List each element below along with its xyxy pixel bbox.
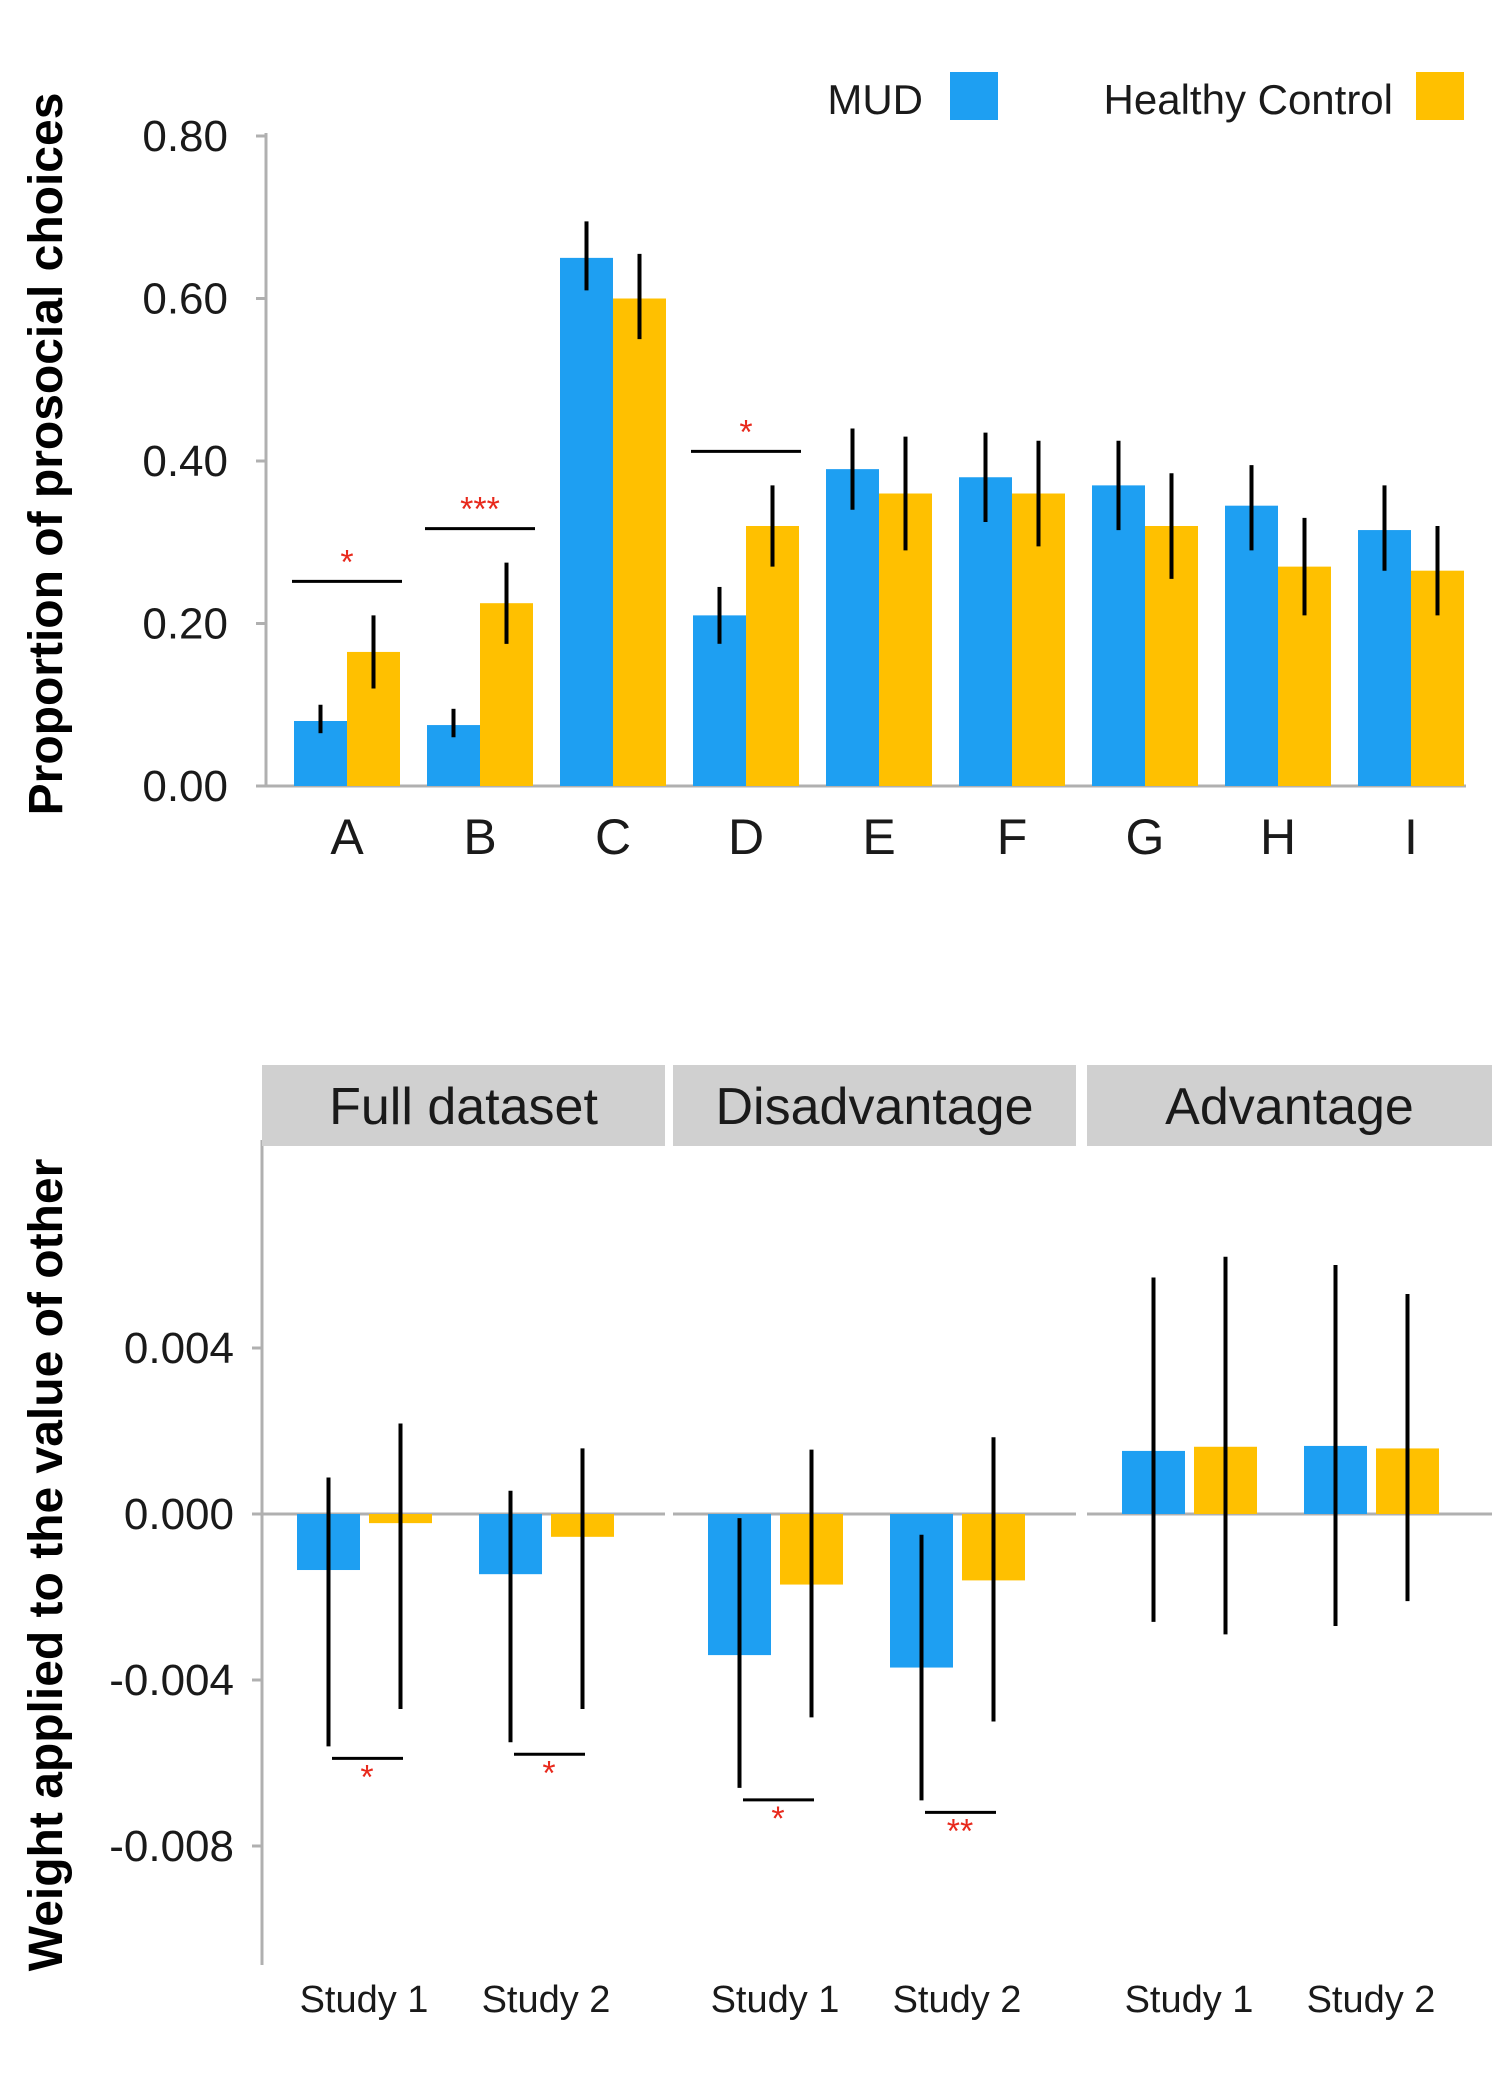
category-label: I — [1404, 809, 1418, 865]
facet-strip — [1087, 1065, 1492, 1146]
category-label: C — [595, 809, 631, 865]
mud-bar — [1358, 530, 1411, 786]
significance-marker: *** — [460, 491, 500, 529]
facet-title: Advantage — [1165, 1078, 1414, 1136]
category-label: H — [1260, 809, 1296, 865]
study-label: Study 1 — [711, 1979, 840, 2021]
significance-marker: * — [771, 1800, 784, 1838]
study-label: Study 1 — [1125, 1979, 1254, 2021]
category-label: D — [728, 809, 764, 865]
significance-marker: * — [542, 1754, 555, 1792]
mud-bar — [1225, 505, 1278, 786]
category-label: A — [330, 809, 364, 865]
category-label: E — [862, 809, 895, 865]
mud-bar — [826, 469, 879, 786]
facet-strip — [262, 1065, 665, 1146]
mud-bar — [1092, 485, 1145, 786]
prosocial-choice-chart: Proportion of prosocial choices MUD Heal… — [20, 72, 1466, 865]
top-y-tick-label: 0.00 — [142, 762, 228, 811]
study-label: Study 1 — [300, 1979, 429, 2021]
healthy-control-bar — [613, 298, 666, 786]
mud-bar — [560, 257, 613, 786]
legend-mud-label: MUD — [827, 76, 923, 123]
facet-title: Disadvantage — [716, 1078, 1034, 1136]
top-y-tick-label: 0.60 — [142, 275, 228, 324]
legend-mud-swatch — [950, 72, 998, 120]
top-y-tick-label: 0.40 — [142, 437, 228, 486]
top-y-axis-label: Proportion of prosocial choices — [20, 93, 73, 816]
top-y-tick-label: 0.20 — [142, 600, 228, 649]
bottom-y-tick-label: 0.004 — [124, 1324, 234, 1373]
bottom-y-tick-label: 0.000 — [124, 1490, 234, 1539]
facet-title: Full dataset — [329, 1078, 598, 1136]
study-label: Study 2 — [893, 1979, 1022, 2021]
study-label: Study 2 — [482, 1979, 611, 2021]
bottom-y-axis-label: Weight applied to the value of other — [20, 1159, 73, 1971]
category-label: G — [1126, 809, 1165, 865]
top-y-tick-label: 0.80 — [142, 112, 228, 161]
legend: MUD Healthy Control — [827, 72, 1464, 123]
bottom-y-tick-label: -0.004 — [109, 1656, 234, 1705]
significance-marker: * — [360, 1758, 373, 1796]
significance-marker: * — [739, 413, 752, 451]
facet-strip — [673, 1065, 1076, 1146]
significance-marker: ** — [947, 1812, 973, 1850]
significance-marker: * — [340, 543, 353, 581]
category-label: B — [463, 809, 496, 865]
category-label: F — [997, 809, 1028, 865]
legend-healthy-control-swatch — [1416, 72, 1464, 120]
mud-bar — [959, 477, 1012, 786]
legend-healthy-control-label: Healthy Control — [1104, 76, 1393, 123]
bottom-y-tick-label: -0.008 — [109, 1822, 234, 1871]
weight-value-other-chart: Weight applied to the value of other 0.0… — [20, 1065, 1492, 2021]
study-label: Study 2 — [1307, 1979, 1436, 2021]
healthy-control-bar — [746, 526, 799, 786]
